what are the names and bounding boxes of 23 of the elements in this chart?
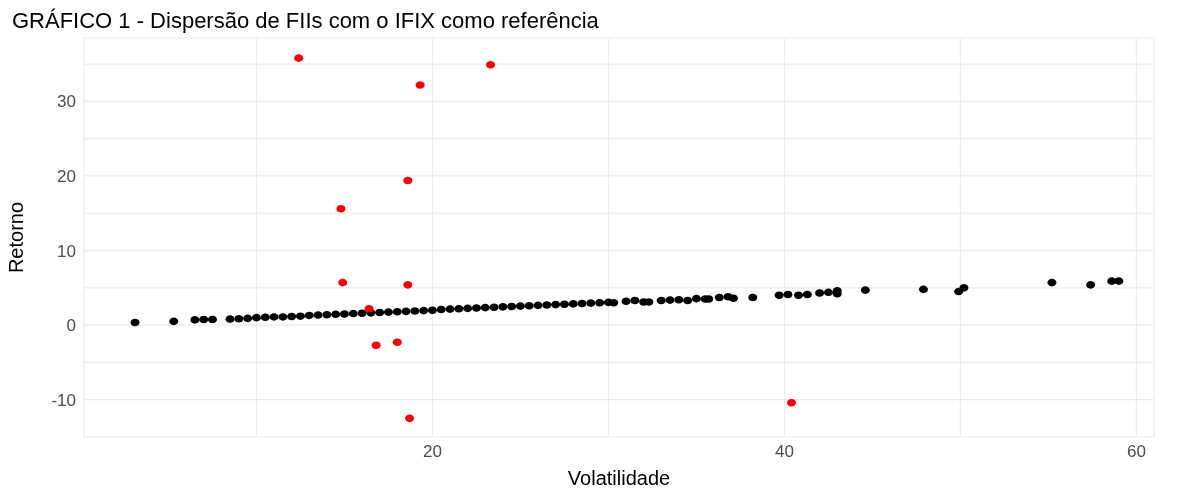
chart-title: GRÁFICO 1 - Dispersão de FIIs com o IFIX como referência bbox=[12, 8, 600, 34]
point bbox=[336, 204, 346, 213]
y-tick-label: 0 bbox=[66, 316, 76, 336]
point bbox=[403, 176, 413, 185]
x-axis-title: Volatilidade bbox=[567, 467, 671, 489]
point bbox=[486, 61, 496, 69]
point bbox=[415, 81, 425, 89]
x-tick-label: 20 bbox=[422, 442, 442, 462]
point bbox=[294, 54, 304, 62]
y-tick-label: 30 bbox=[57, 92, 76, 112]
x-tick-label: 40 bbox=[774, 442, 794, 462]
point bbox=[786, 398, 796, 407]
y-tick-label: -10 bbox=[51, 390, 76, 410]
point bbox=[371, 341, 381, 350]
y-tick-label: 20 bbox=[57, 167, 76, 187]
y-tick-label: 10 bbox=[57, 241, 76, 261]
point bbox=[403, 281, 413, 289]
point bbox=[405, 414, 415, 423]
y-axis-title: Retorno bbox=[5, 201, 28, 274]
point bbox=[364, 304, 374, 313]
point bbox=[392, 338, 402, 347]
point bbox=[338, 278, 348, 287]
x-tick-label: 60 bbox=[1126, 442, 1146, 462]
